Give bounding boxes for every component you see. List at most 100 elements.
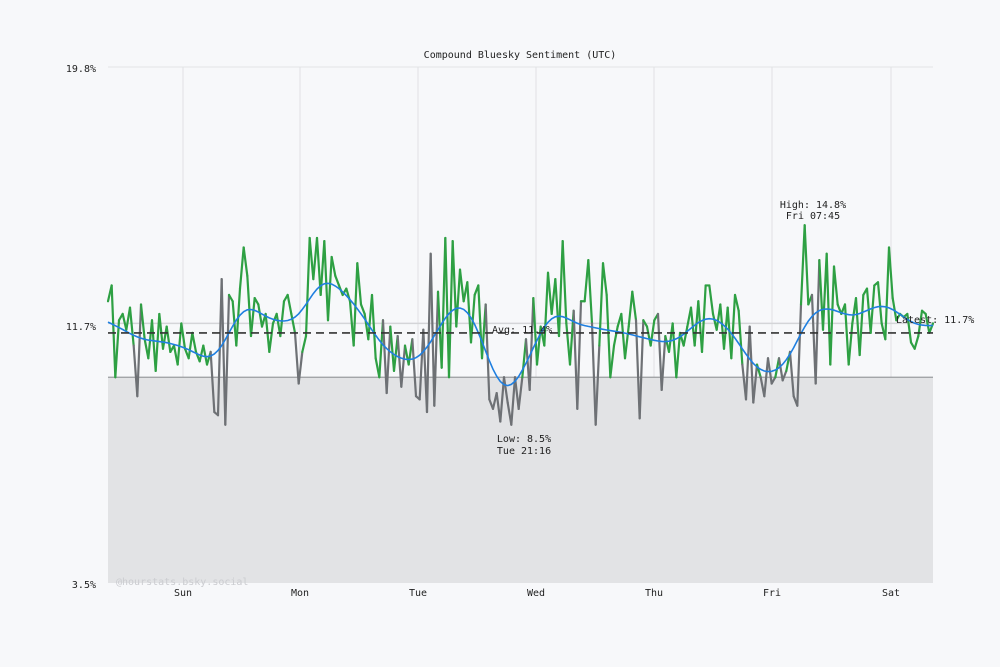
series-segment (154, 312, 161, 373)
series-segment (763, 357, 770, 398)
series-segment (700, 284, 707, 354)
series-segment (818, 259, 825, 331)
series-segment (389, 325, 396, 373)
series-segment (546, 271, 553, 316)
series-segment (411, 338, 418, 398)
series-segment (444, 236, 451, 379)
series-segment (895, 312, 902, 322)
series-segment (400, 344, 407, 388)
series-segment (249, 296, 256, 338)
series-segment (510, 376, 517, 426)
series-segment (139, 303, 146, 341)
series-segment (601, 262, 608, 297)
series-segment (682, 325, 689, 347)
series-segment (917, 309, 924, 338)
series-segment (224, 293, 231, 426)
series-segment (429, 252, 436, 407)
series-segment (814, 259, 821, 385)
watermark: @hourstats.bsky.social (116, 577, 248, 588)
series-segment (297, 350, 304, 385)
series-segment (590, 322, 597, 426)
series-segment (359, 303, 366, 316)
series-segment (605, 293, 612, 379)
series-segment (587, 259, 594, 325)
series-segment (829, 265, 836, 366)
series-segment (642, 319, 649, 328)
series-segment (356, 262, 363, 306)
series-segment (737, 309, 744, 366)
series-segment (161, 325, 168, 350)
y-tick-label: 19.8% (66, 64, 96, 75)
series-segment (334, 274, 341, 287)
series-segment (620, 312, 627, 360)
series-segment (924, 312, 931, 335)
x-tick-label: Tue (409, 588, 427, 599)
series-segment (649, 319, 656, 347)
series-segment (675, 331, 682, 379)
series-segment (513, 376, 520, 410)
series-segment (451, 240, 458, 328)
series-segment (770, 376, 777, 385)
series-segment (176, 322, 183, 366)
series-segment (433, 290, 440, 407)
series-segment (719, 303, 726, 350)
series-segment (227, 293, 234, 303)
series-segment (744, 325, 751, 401)
series-segment (323, 240, 330, 322)
series-segment (532, 296, 539, 366)
series-segment (557, 240, 564, 338)
series-segment (301, 334, 308, 354)
series-segment (796, 303, 803, 407)
series-segment (198, 344, 205, 363)
series-segment (257, 303, 264, 328)
series-segment (869, 284, 876, 335)
series-segment (191, 331, 198, 354)
x-tick-label: Fri (763, 588, 781, 599)
series-segment (733, 293, 740, 312)
series-segment (612, 325, 619, 347)
series-segment (660, 334, 667, 391)
series-segment (293, 331, 300, 385)
series-segment (884, 246, 891, 341)
series-segment (326, 255, 333, 322)
series-segment (708, 284, 715, 316)
series-segment (458, 268, 465, 303)
series-segment (187, 331, 194, 360)
series-segment (246, 274, 253, 338)
avg-label: Avg: 11.4% (492, 325, 552, 336)
series-segment (774, 357, 781, 379)
series-segment (832, 265, 839, 306)
below-threshold-shade (108, 377, 933, 583)
series-segment (484, 303, 491, 401)
series-segment (447, 240, 454, 379)
series-segment (425, 252, 432, 414)
series-segment (150, 319, 157, 373)
series-segment (114, 319, 121, 379)
series-segment (330, 255, 337, 278)
series-segment (598, 262, 605, 347)
series-segment (308, 236, 315, 281)
series-segment (502, 376, 509, 404)
x-tick-label: Wed (527, 588, 545, 599)
series-segment (730, 293, 737, 360)
series-segment (781, 369, 788, 382)
series-segment (110, 284, 117, 379)
series-segment (572, 309, 579, 410)
x-tick-label: Mon (291, 588, 309, 599)
series-segment (609, 344, 616, 379)
y-tick-label: 11.7% (66, 322, 96, 333)
series-segment (128, 306, 135, 347)
series-segment (477, 284, 484, 360)
series-segment (876, 281, 883, 325)
series-segment (268, 322, 275, 354)
series-segment (799, 224, 806, 306)
series-segment (352, 262, 359, 347)
x-tick-label: Thu (645, 588, 663, 599)
series-segment (385, 325, 392, 395)
series-segment (623, 325, 630, 360)
series-segment (279, 300, 286, 338)
series-segment (455, 268, 462, 328)
series-segment (671, 322, 678, 379)
series-segment (854, 296, 861, 357)
series-segment (656, 312, 663, 391)
